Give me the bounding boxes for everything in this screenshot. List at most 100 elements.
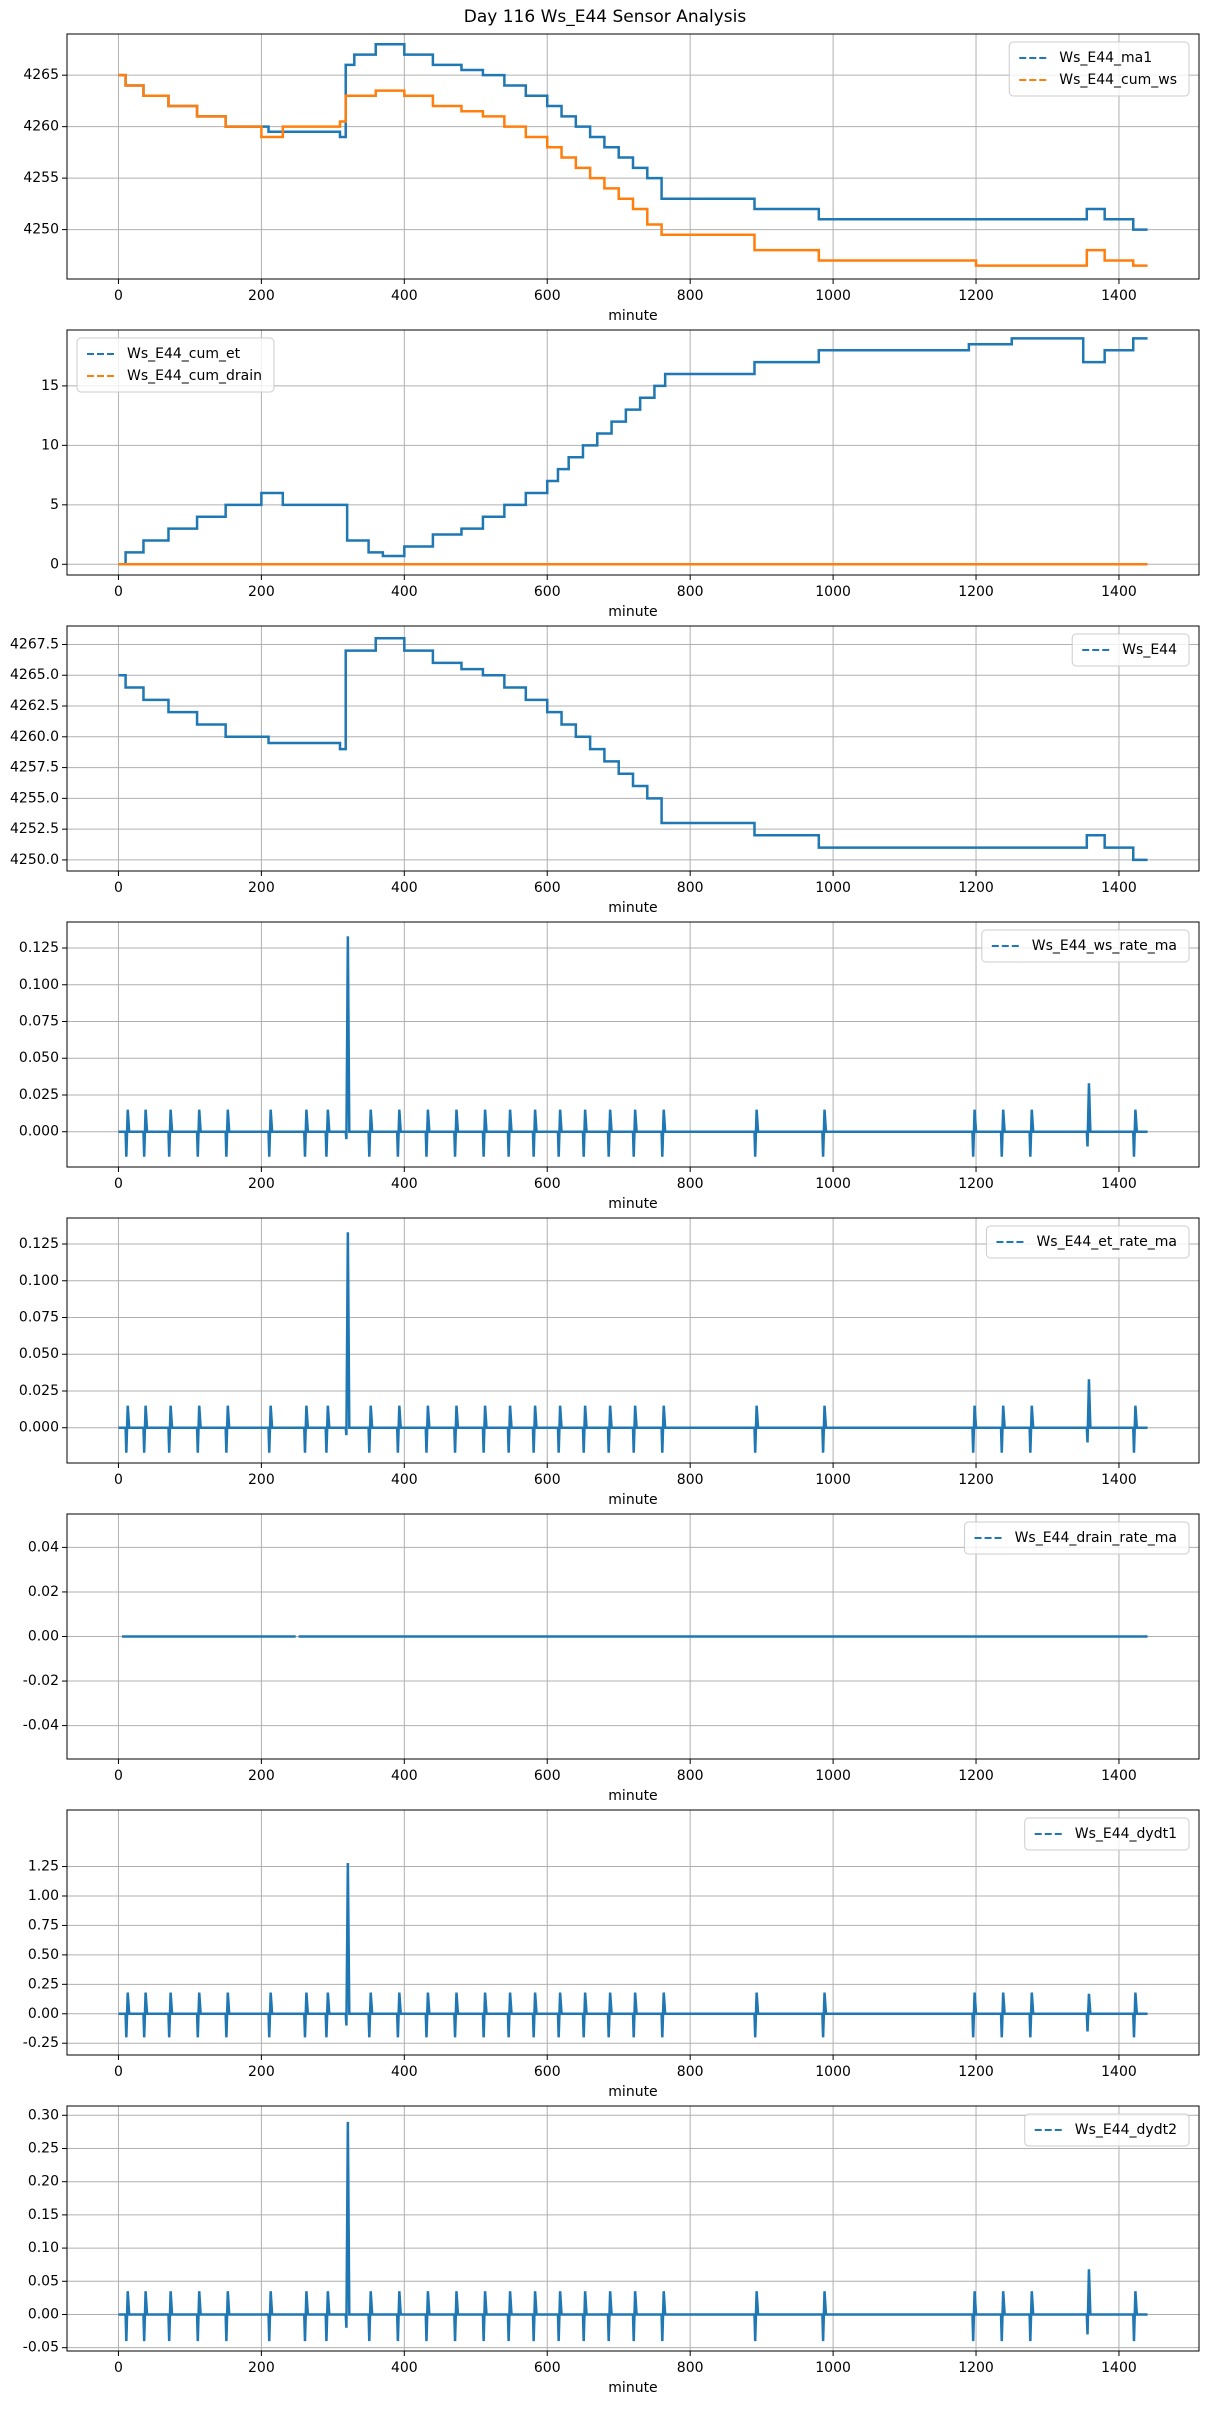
legend-box	[964, 1521, 1190, 1555]
legend-label: Ws_E44	[1122, 642, 1177, 658]
legend: Ws_E44_ws_rate_ma	[981, 929, 1190, 963]
plot-area	[118, 1862, 1148, 2038]
y-tick-label: 10	[41, 437, 59, 453]
y-tick-label: 0.50	[28, 1947, 59, 1963]
x-tick-label: 200	[248, 2064, 275, 2080]
y-tick-label: 0.050	[19, 1346, 59, 1362]
y-tick-label: 0.075	[19, 1309, 59, 1325]
x-tick-label: 800	[677, 2360, 704, 2376]
x-tick-label: 1200	[958, 1472, 994, 1488]
axes-frame	[66, 1217, 1200, 1464]
legend-box	[1024, 1817, 1190, 1851]
x-tick-label: 1200	[958, 880, 994, 896]
legend-box	[76, 337, 275, 393]
axes-frame	[66, 329, 1200, 576]
y-tick-label: 0.125	[19, 940, 59, 956]
x-tick-label: 400	[391, 1768, 418, 1784]
legend-box	[1071, 633, 1190, 667]
plot-area	[118, 337, 1148, 566]
x-tick-label: 400	[391, 880, 418, 896]
x-tick-label: 1400	[1101, 880, 1137, 896]
legend-label: Ws_E44_cum_ws	[1059, 72, 1177, 88]
y-tick-label: -0.25	[23, 2035, 59, 2051]
x-tick-label: 600	[534, 2064, 561, 2080]
x-tick-label: 0	[114, 288, 123, 304]
x-axis-label: minute	[608, 308, 657, 324]
y-tick-label: 15	[41, 378, 59, 394]
series-line	[118, 337, 1148, 566]
x-axis-label: minute	[608, 1788, 657, 1804]
x-tick-label: 1000	[815, 1176, 851, 1192]
x-tick-label: 600	[534, 584, 561, 600]
y-tick-label: 4262.5	[10, 698, 59, 714]
y-tick-label: 4265	[23, 67, 59, 83]
axes-frame	[66, 33, 1200, 280]
figure-title: Day 116 Ws_E44 Sensor Analysis	[464, 7, 747, 27]
legend-label: Ws_E44_cum_drain	[127, 368, 262, 384]
x-tick-label: 800	[677, 288, 704, 304]
legend-label: Ws_E44_drain_rate_ma	[1015, 1530, 1177, 1546]
x-tick-label: 0	[114, 2064, 123, 2080]
y-tick-label: -0.05	[23, 2340, 59, 2356]
subplot: 0 200 400 600 800 1000 1200 1400 0.000 0.025 0.050…	[19, 1217, 1200, 1508]
y-tick-label: 4257.5	[10, 760, 59, 776]
legend-box	[1024, 2113, 1190, 2147]
x-tick-label: 1400	[1101, 1176, 1137, 1192]
y-tick-label: 0.00	[28, 1629, 59, 1645]
x-tick-label: 1000	[815, 584, 851, 600]
y-tick-label: 4267.5	[10, 636, 59, 652]
x-tick-label: 200	[248, 288, 275, 304]
x-tick-label: 800	[677, 880, 704, 896]
y-tick-label: 1.25	[28, 1859, 59, 1875]
x-tick-label: 200	[248, 1176, 275, 1192]
y-tick-label: 0.125	[19, 1236, 59, 1252]
legend-box	[1008, 41, 1190, 97]
legend: Ws_E44_ma1 Ws_E44_cum_ws	[1008, 41, 1190, 97]
y-tick-label: 0.25	[28, 1976, 59, 1992]
legend-label: Ws_E44_dydt1	[1075, 1826, 1177, 1842]
x-tick-label: 1200	[958, 288, 994, 304]
x-axis-label: minute	[608, 1196, 657, 1212]
x-tick-label: 800	[677, 1176, 704, 1192]
y-tick-label: 0.04	[28, 1539, 59, 1555]
x-tick-label: 0	[114, 1176, 123, 1192]
y-tick-label: 4252.5	[10, 821, 59, 837]
x-tick-label: 1400	[1101, 584, 1137, 600]
x-tick-label: 0	[114, 1768, 123, 1784]
x-tick-label: 1200	[958, 1768, 994, 1784]
series-line	[118, 936, 1148, 1157]
y-tick-label: 4250.0	[10, 852, 59, 868]
legend-box	[985, 1225, 1190, 1259]
y-tick-label: 0.30	[28, 2107, 59, 2123]
y-tick-label: 0.02	[28, 1584, 59, 1600]
y-tick-label: -0.02	[23, 1673, 59, 1689]
x-tick-label: 600	[534, 1472, 561, 1488]
x-tick-label: 1200	[958, 584, 994, 600]
plot-area	[118, 637, 1148, 862]
x-tick-label: 0	[114, 2360, 123, 2376]
y-tick-label: 0.000	[19, 1124, 59, 1140]
axes-frame	[66, 1513, 1200, 1760]
y-tick-label: 0.05	[28, 2273, 59, 2289]
legend-label: Ws_E44_ma1	[1059, 50, 1152, 66]
subplot: 0 200 400 600 800 1000 1200 1400 -0.05 0.00 0.05 0.…	[23, 2105, 1200, 2396]
legend-label: Ws_E44_et_rate_ma	[1036, 1234, 1177, 1250]
y-tick-label: 4250	[23, 222, 59, 238]
y-tick-label: 0.100	[19, 1273, 59, 1289]
y-tick-label: 0.100	[19, 977, 59, 993]
x-tick-label: 800	[677, 1768, 704, 1784]
y-tick-label: 0.00	[28, 2306, 59, 2322]
legend-label: Ws_E44_dydt2	[1075, 2122, 1177, 2138]
legend: Ws_E44_dydt2	[1024, 2113, 1190, 2147]
y-tick-label: 0.00	[28, 2006, 59, 2022]
plot-area	[118, 2121, 1148, 2342]
x-tick-label: 1000	[815, 1472, 851, 1488]
x-tick-label: 1200	[958, 2064, 994, 2080]
series-line	[118, 637, 1148, 862]
x-tick-label: 800	[677, 2064, 704, 2080]
x-tick-label: 1000	[815, 288, 851, 304]
y-tick-label: 1.00	[28, 1888, 59, 1904]
y-tick-label: 0.075	[19, 1013, 59, 1029]
plot-area	[118, 936, 1148, 1157]
